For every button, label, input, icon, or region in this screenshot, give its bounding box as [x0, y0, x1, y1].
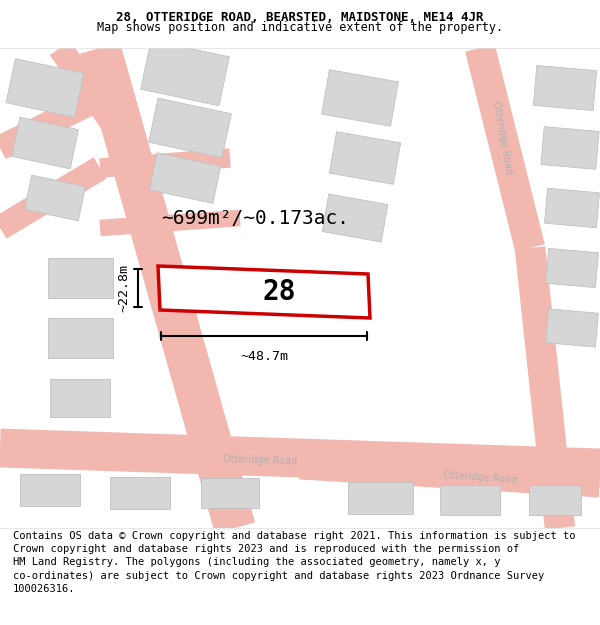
Polygon shape	[235, 273, 326, 311]
Text: Otteridge Road: Otteridge Road	[223, 454, 297, 466]
Text: 28, OTTERIDGE ROAD, BEARSTED, MAIDSTONE, ME14 4JR: 28, OTTERIDGE ROAD, BEARSTED, MAIDSTONE,…	[116, 11, 484, 24]
Polygon shape	[149, 98, 232, 158]
Text: Otteridge Road: Otteridge Road	[443, 471, 517, 486]
Polygon shape	[347, 482, 413, 514]
Polygon shape	[201, 478, 259, 508]
Polygon shape	[110, 477, 170, 509]
Polygon shape	[545, 309, 598, 347]
Text: Contains OS data © Crown copyright and database right 2021. This information is : Contains OS data © Crown copyright and d…	[13, 531, 576, 594]
Polygon shape	[440, 485, 500, 515]
Text: ~48.7m: ~48.7m	[240, 350, 288, 363]
Polygon shape	[47, 318, 113, 358]
Polygon shape	[140, 40, 229, 106]
Text: Otteridge Road: Otteridge Road	[491, 101, 514, 175]
Text: ~22.8m: ~22.8m	[117, 264, 130, 312]
Polygon shape	[329, 132, 401, 184]
Polygon shape	[25, 175, 86, 221]
Polygon shape	[533, 66, 596, 111]
Polygon shape	[545, 188, 599, 228]
Polygon shape	[149, 152, 221, 203]
Polygon shape	[0, 48, 600, 528]
Polygon shape	[529, 485, 581, 515]
Polygon shape	[47, 258, 113, 298]
Polygon shape	[322, 70, 398, 126]
Polygon shape	[158, 266, 370, 318]
Polygon shape	[6, 59, 84, 118]
Polygon shape	[20, 474, 80, 506]
Text: ~699m²/~0.173ac.: ~699m²/~0.173ac.	[161, 209, 349, 227]
Text: 28: 28	[262, 278, 296, 306]
Polygon shape	[11, 118, 79, 169]
Polygon shape	[545, 248, 598, 288]
Polygon shape	[50, 379, 110, 417]
Text: Map shows position and indicative extent of the property.: Map shows position and indicative extent…	[97, 21, 503, 34]
Polygon shape	[541, 127, 599, 169]
Polygon shape	[322, 194, 388, 242]
